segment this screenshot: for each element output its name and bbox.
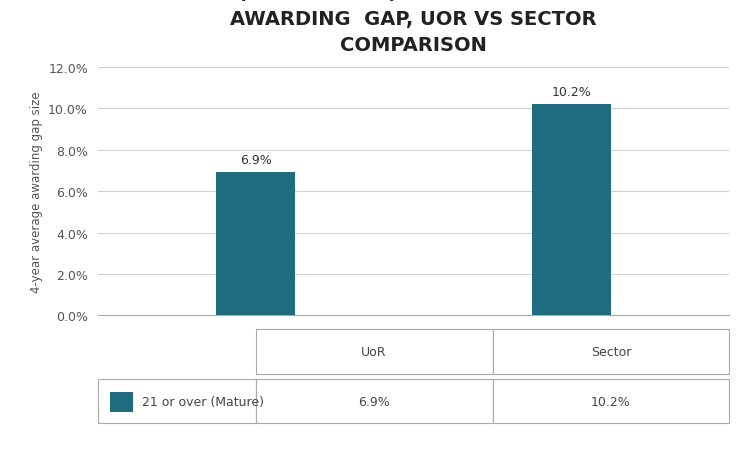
- Text: UoR: UoR: [362, 345, 387, 358]
- Text: 10.2%: 10.2%: [591, 395, 631, 408]
- Title: (MATURE AGE) 4-YEAR AVERAGE
AWARDING  GAP, UOR VS SECTOR
COMPARISON: (MATURE AGE) 4-YEAR AVERAGE AWARDING GAP…: [230, 0, 597, 55]
- Bar: [256, 379, 493, 423]
- Bar: [256, 329, 493, 374]
- Bar: [493, 329, 729, 374]
- Bar: [493, 379, 729, 423]
- Text: Sector: Sector: [591, 345, 631, 358]
- Y-axis label: 4-year average awarding gap size: 4-year average awarding gap size: [29, 91, 43, 292]
- Text: 6.9%: 6.9%: [358, 395, 390, 408]
- Bar: [98, 379, 256, 423]
- Bar: [111, 392, 132, 412]
- Text: 6.9%: 6.9%: [240, 154, 271, 167]
- Bar: [217, 173, 295, 316]
- Text: 10.2%: 10.2%: [552, 86, 591, 99]
- Text: 21 or over (Mature): 21 or over (Mature): [142, 395, 264, 408]
- Bar: [532, 105, 611, 316]
